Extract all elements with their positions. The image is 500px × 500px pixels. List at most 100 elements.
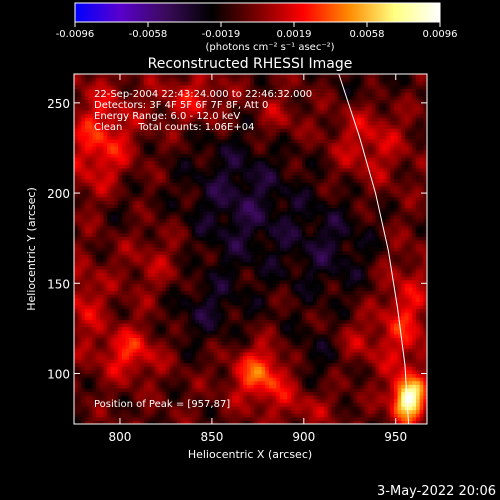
heatmap-cell	[173, 402, 178, 407]
heatmap-cell	[202, 229, 207, 234]
heatmap-cell	[74, 239, 79, 245]
heatmap-cell	[151, 146, 156, 151]
heatmap-cell	[202, 110, 207, 115]
heatmap-cell	[206, 322, 211, 328]
heatmap-cell	[206, 366, 211, 371]
heatmap-cell	[143, 239, 149, 245]
heatmap-cell	[169, 362, 174, 367]
heatmap-cell	[257, 380, 263, 385]
heatmap-cell	[114, 301, 119, 306]
heatmap-cell	[158, 175, 163, 180]
heatmap-cell	[173, 214, 178, 219]
heatmap-cell	[96, 95, 101, 100]
heatmap-cell	[195, 362, 200, 367]
heatmap-cell	[250, 138, 255, 144]
heatmap-cell	[243, 333, 248, 338]
heatmap-cell	[210, 272, 215, 277]
heatmap-cell	[210, 171, 215, 176]
heatmap-cell	[184, 297, 189, 302]
heatmap-cell	[173, 348, 178, 353]
heatmap-cell	[129, 196, 134, 201]
heatmap-cell	[202, 146, 207, 151]
heatmap-cell	[114, 146, 119, 151]
heatmap-cell	[191, 203, 196, 209]
heatmap-cell	[199, 359, 204, 364]
heatmap-cell	[195, 391, 200, 396]
heatmap-cell	[202, 135, 207, 140]
heatmap-cell	[99, 218, 105, 223]
heatmap-cell	[202, 138, 207, 144]
heatmap-cell	[114, 286, 119, 292]
heatmap-cell	[224, 366, 230, 371]
heatmap-cell	[173, 243, 178, 248]
heatmap-cell	[154, 405, 160, 411]
heatmap-cell	[206, 283, 211, 288]
heatmap-cell	[143, 193, 149, 198]
heatmap-cell	[206, 369, 211, 375]
heatmap-cell	[121, 164, 127, 169]
heatmap-cell	[103, 236, 108, 241]
heatmap-cell	[92, 326, 97, 331]
heatmap-cell	[107, 211, 112, 216]
heatmap-cell	[187, 276, 193, 281]
heatmap-cell	[199, 95, 204, 100]
heatmap-cell	[140, 344, 145, 349]
heatmap-cell	[154, 312, 160, 317]
heatmap-cell	[125, 283, 130, 288]
heatmap-cell	[88, 391, 93, 396]
heatmap-cell	[169, 359, 174, 364]
heatmap-cell	[224, 322, 230, 328]
heatmap-cell	[99, 344, 105, 349]
heatmap-cell	[85, 124, 90, 129]
heatmap-cell	[77, 146, 82, 151]
heatmap-cell	[143, 420, 149, 424]
heatmap-cell	[250, 113, 255, 118]
heatmap-cell	[239, 164, 244, 169]
heatmap-cell	[254, 138, 259, 144]
heatmap-cell	[107, 420, 112, 424]
heatmap-cell	[169, 117, 174, 122]
heatmap-cell	[151, 221, 156, 227]
heatmap-cell	[85, 333, 90, 338]
heatmap-cell	[250, 84, 255, 90]
heatmap-cell	[261, 333, 266, 338]
heatmap-cell	[243, 124, 248, 129]
heatmap-cell	[121, 395, 127, 400]
heatmap-cell	[210, 402, 215, 407]
heatmap-cell	[107, 319, 112, 324]
heatmap-cell	[202, 171, 207, 176]
heatmap-cell	[129, 232, 134, 237]
heatmap-cell	[110, 196, 116, 201]
heatmap-cell	[143, 319, 149, 324]
heatmap-cell	[221, 391, 226, 396]
heatmap-cell	[228, 102, 233, 108]
heatmap-cell	[165, 232, 171, 237]
heatmap-cell	[206, 304, 211, 310]
heatmap-cell	[85, 88, 90, 93]
heatmap-cell	[162, 149, 167, 154]
heatmap-cell	[140, 258, 145, 263]
heatmap-cell	[232, 330, 237, 335]
heatmap-cell	[195, 409, 200, 414]
heatmap-cell	[92, 250, 97, 256]
heatmap-cell	[232, 283, 237, 288]
heatmap-cell	[147, 106, 152, 111]
heatmap-cell	[143, 124, 149, 129]
heatmap-cell	[165, 160, 171, 165]
heatmap-cell	[107, 391, 112, 396]
heatmap-cell	[81, 88, 86, 93]
heatmap-cell	[173, 102, 178, 108]
heatmap-cell	[162, 373, 167, 378]
heatmap-cell	[162, 95, 167, 100]
heatmap-cell	[151, 258, 156, 263]
heatmap-cell	[191, 131, 196, 136]
heatmap-cell	[136, 218, 141, 223]
heatmap-cell	[191, 369, 196, 375]
heatmap-cell	[239, 200, 244, 205]
heatmap-cell	[195, 384, 200, 389]
heatmap-cell	[136, 189, 141, 194]
heatmap-cell	[169, 99, 174, 104]
heatmap-cell	[88, 283, 93, 288]
heatmap-cell	[173, 247, 178, 252]
heatmap-cell	[173, 178, 178, 183]
